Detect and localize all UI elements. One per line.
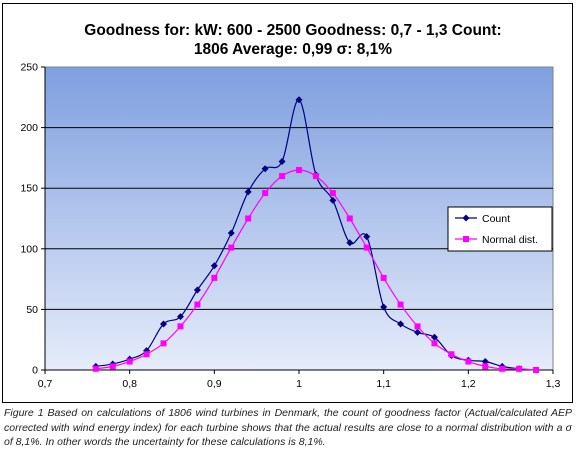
data-point-count xyxy=(346,239,354,247)
data-point-normal-dist xyxy=(346,215,353,222)
data-point-count xyxy=(380,303,388,311)
x-tick-label: 1,3 xyxy=(546,378,561,390)
data-point-count xyxy=(329,196,337,204)
legend-count-marker xyxy=(462,214,470,222)
data-point-normal-dist xyxy=(262,190,269,197)
legend-count-label: Count xyxy=(482,213,510,225)
x-tick-label: 0,9 xyxy=(207,378,222,390)
x-tick-label: 0,8 xyxy=(122,378,137,390)
x-tick-label: 1,1 xyxy=(376,378,391,390)
data-point-normal-dist xyxy=(482,363,489,370)
data-point-normal-dist xyxy=(279,173,286,180)
data-point-normal-dist xyxy=(228,244,235,251)
data-point-normal-dist xyxy=(143,351,150,358)
data-point-normal-dist xyxy=(431,340,438,347)
data-point-count xyxy=(430,333,438,341)
chart: Goodness for: kW: 600 - 2500 Goodness: 0… xyxy=(20,22,560,391)
data-point-normal-dist xyxy=(92,365,99,372)
data-point-normal-dist xyxy=(160,340,167,347)
data-point-count xyxy=(160,320,168,328)
data-point-normal-dist xyxy=(329,190,336,197)
data-point-normal-dist xyxy=(380,274,387,281)
data-point-normal-dist xyxy=(516,365,523,372)
chart-frame: Goodness for: kW: 600 - 2500 Goodness: 0… xyxy=(2,3,573,403)
data-point-count xyxy=(295,96,303,104)
axes: 0 50 100 150 200 250 0,7 0,8 0,9 1 1,1 1,2 1,3 xyxy=(20,62,560,391)
series xyxy=(92,96,540,374)
data-point-normal-dist xyxy=(245,215,252,222)
data-point-normal-dist xyxy=(397,301,404,308)
x-tick-label: 1,2 xyxy=(461,378,476,390)
data-point-count xyxy=(176,313,184,321)
y-tick-label: 100 xyxy=(20,243,38,255)
data-point-count xyxy=(414,328,422,336)
data-point-count xyxy=(227,229,235,237)
chart-title-line2: 1806 Average: 0,99 σ: 8,1% xyxy=(194,41,392,58)
data-point-normal-dist xyxy=(312,173,319,180)
data-point-normal-dist xyxy=(109,363,116,370)
data-point-normal-dist xyxy=(126,358,133,365)
data-point-count xyxy=(244,188,252,196)
data-point-normal-dist xyxy=(414,323,421,330)
data-point-normal-dist xyxy=(177,323,184,330)
data-point-count xyxy=(193,286,201,294)
x-tick-label: 1 xyxy=(296,378,302,390)
data-point-normal-dist xyxy=(499,365,506,372)
data-point-normal-dist xyxy=(296,167,302,174)
data-point-count xyxy=(397,320,405,328)
data-point-normal-dist xyxy=(211,274,218,281)
data-point-normal-dist xyxy=(448,351,455,358)
legend-box xyxy=(447,206,553,252)
data-point-count xyxy=(278,158,286,166)
data-point-count xyxy=(481,358,489,366)
chart-title-line1: Goodness for: kW: 600 - 2500 Goodness: 0… xyxy=(84,22,501,39)
data-point-normal-dist xyxy=(465,358,472,365)
y-tick-label: 150 xyxy=(20,183,38,195)
data-point-count xyxy=(261,165,269,173)
legend-normal-marker xyxy=(463,236,469,242)
data-point-normal-dist xyxy=(363,244,370,251)
data-point-normal-dist xyxy=(533,367,540,373)
legend: Count Normal dist. xyxy=(447,206,553,252)
figure-caption: Figure 1 Based on calculations of 1806 w… xyxy=(4,407,572,449)
y-tick-label: 0 xyxy=(32,365,38,377)
y-tick-label: 50 xyxy=(26,304,38,316)
y-tick-label: 250 xyxy=(20,62,38,74)
data-point-count xyxy=(210,262,218,270)
data-point-count xyxy=(363,233,371,241)
legend-normal-label: Normal dist. xyxy=(482,234,538,246)
data-point-normal-dist xyxy=(194,301,201,308)
x-tick-label: 0,7 xyxy=(38,378,53,390)
y-tick-label: 200 xyxy=(20,122,38,134)
